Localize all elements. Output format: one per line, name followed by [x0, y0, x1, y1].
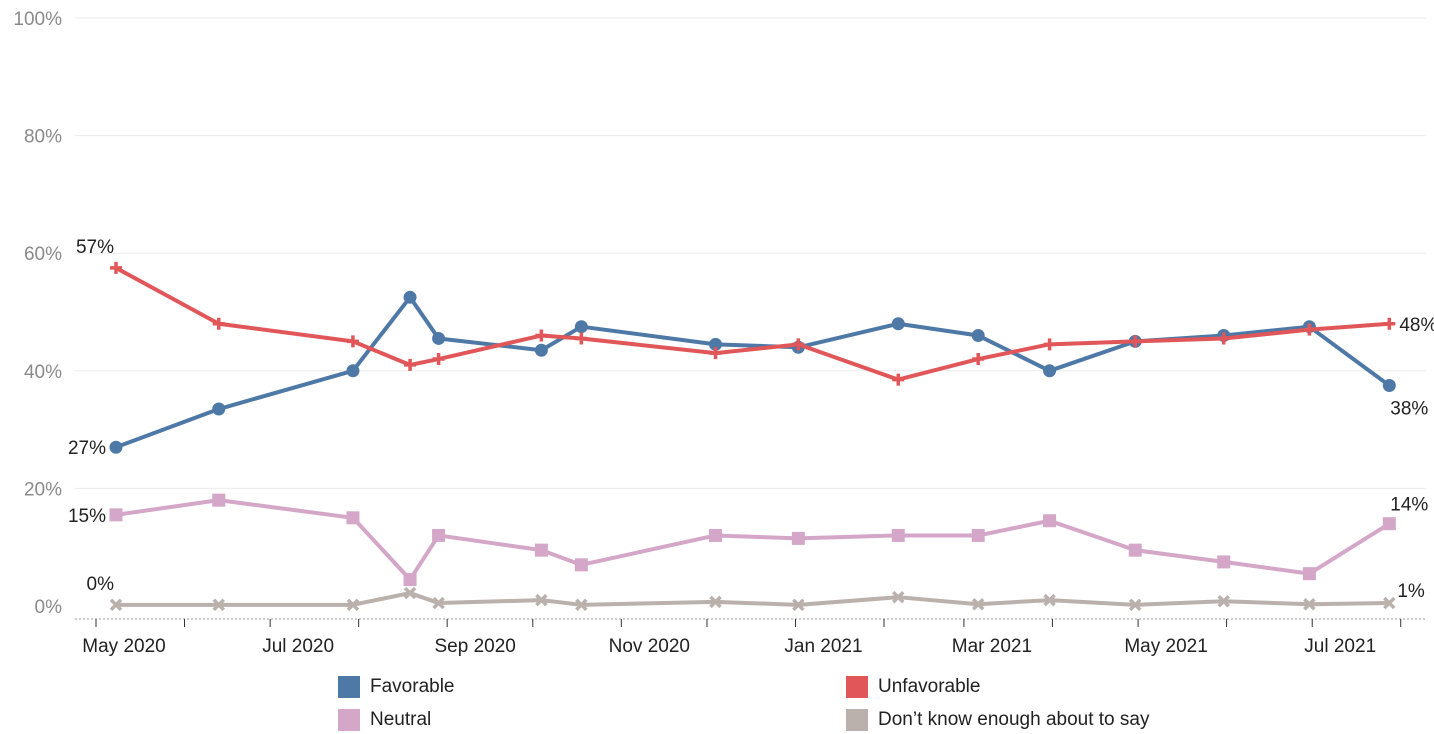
point-don-t-know-enough-about-to-say-1: [212, 598, 226, 612]
point-neutral-10: [971, 528, 985, 542]
data-label-unfavorable-0: 57%: [76, 237, 114, 258]
point-neutral-5: [534, 543, 548, 557]
point-favorable-4: [432, 331, 446, 345]
point-unfavorable-15: [1383, 317, 1396, 330]
point-neutral-11: [1043, 514, 1057, 528]
point-unfavorable-0: [109, 261, 122, 274]
point-favorable-6: [574, 320, 588, 334]
point-favorable-2: [346, 364, 360, 378]
y-tick-label-40: 40%: [24, 362, 62, 383]
point-unfavorable-8: [792, 338, 805, 351]
data-label-favorable-0: 27%: [68, 438, 106, 459]
x-axis: May 2020 Jul 2020 Sep 2020 Nov 2020 Jan 2021…: [75, 618, 1426, 657]
data-labels: 27% 38% 57% 48% 15% 14% 0% 1%: [68, 237, 1434, 602]
point-favorable-9: [891, 317, 905, 331]
point-unfavorable-12: [1129, 335, 1142, 348]
point-unfavorable-14: [1303, 323, 1316, 336]
point-favorable-11: [1043, 364, 1057, 378]
point-unfavorable-13: [1217, 332, 1230, 345]
point-favorable-15: [1382, 379, 1396, 392]
point-favorable-7: [709, 337, 723, 351]
data-label-neutral-15: 14%: [1390, 495, 1428, 516]
data-label-neutral-0: 15%: [68, 506, 106, 527]
point-neutral-15: [1382, 517, 1396, 531]
x-tick-label-3: Nov 2020: [609, 636, 690, 657]
point-neutral-14: [1302, 567, 1316, 581]
point-favorable-0: [109, 440, 123, 454]
point-favorable-10: [971, 329, 985, 343]
point-don-t-know-enough-about-to-say-8: [792, 598, 805, 612]
x-tick-label-7: Jul 2021: [1304, 636, 1376, 657]
point-neutral-9: [891, 528, 905, 542]
point-don-t-know-enough-about-to-say-9: [892, 590, 905, 604]
series-line-unfavorable: [113, 265, 1392, 382]
series-line-don-t-know-enough-about-to-say: [113, 591, 1392, 607]
y-tick-label-0: 0%: [35, 597, 63, 618]
x-tick-label-5: Mar 2021: [952, 636, 1032, 657]
point-unfavorable-2: [346, 335, 359, 348]
point-neutral-1: [212, 493, 226, 507]
point-don-t-know-enough-about-to-say-14: [1303, 597, 1316, 611]
point-don-t-know-enough-about-to-say-0: [109, 598, 123, 612]
gridlines: [75, 17, 1426, 489]
point-unfavorable-9: [892, 373, 905, 386]
point-don-t-know-enough-about-to-say-13: [1217, 595, 1230, 608]
data-label-favorable-15: 38%: [1390, 399, 1428, 420]
y-tick-label-60: 60%: [24, 244, 62, 265]
series-line-favorable: [113, 295, 1392, 450]
x-tick-label-2: Sep 2020: [434, 636, 515, 657]
point-don-t-know-enough-about-to-say-11: [1043, 593, 1056, 607]
data-label-don-t-know-enough-about-to-say-0: 0%: [87, 574, 115, 595]
x-tick-label-4: Jan 2021: [784, 636, 862, 657]
point-neutral-3: [403, 573, 417, 587]
point-unfavorable-1: [212, 317, 225, 330]
point-neutral-4: [432, 528, 446, 542]
point-favorable-5: [534, 343, 548, 357]
point-neutral-0: [109, 508, 123, 522]
point-don-t-know-enough-about-to-say-10: [971, 597, 985, 611]
point-neutral-8: [791, 531, 805, 545]
y-tick-label-80: 80%: [24, 127, 62, 148]
y-tick-label-100: 100%: [13, 9, 62, 30]
x-tick-label-0: May 2020: [82, 636, 165, 657]
point-unfavorable-5: [535, 329, 548, 342]
point-unfavorable-11: [1043, 338, 1056, 351]
point-don-t-know-enough-about-to-say-3: [403, 586, 417, 600]
y-tick-label-20: 20%: [24, 479, 62, 500]
data-label-don-t-know-enough-about-to-say-15: 1%: [1397, 581, 1425, 602]
series-line-neutral: [113, 498, 1392, 582]
point-unfavorable-7: [709, 347, 722, 360]
point-unfavorable-10: [972, 353, 985, 366]
point-don-t-know-enough-about-to-say-7: [709, 595, 722, 609]
point-don-t-know-enough-about-to-say-15: [1383, 596, 1396, 610]
x-tick-label-1: Jul 2020: [262, 636, 334, 657]
point-neutral-6: [574, 558, 588, 572]
data-label-unfavorable-15: 48%: [1399, 315, 1434, 336]
point-unfavorable-3: [404, 358, 417, 371]
y-axis: 0% 20% 40% 60% 80% 100%: [13, 9, 62, 618]
point-don-t-know-enough-about-to-say-5: [535, 593, 548, 607]
point-neutral-12: [1128, 543, 1142, 557]
x-tick-label-6: May 2021: [1124, 636, 1207, 657]
point-neutral-2: [346, 511, 360, 525]
point-don-t-know-enough-about-to-say-12: [1128, 598, 1142, 612]
point-don-t-know-enough-about-to-say-4: [432, 596, 445, 610]
point-don-t-know-enough-about-to-say-6: [575, 598, 588, 612]
point-neutral-7: [709, 528, 723, 542]
point-unfavorable-4: [432, 353, 445, 366]
series-group: [109, 261, 1396, 612]
point-favorable-1: [212, 402, 226, 416]
point-don-t-know-enough-about-to-say-2: [346, 598, 360, 612]
point-neutral-13: [1217, 555, 1231, 569]
point-favorable-3: [403, 290, 417, 304]
point-unfavorable-6: [575, 332, 588, 345]
